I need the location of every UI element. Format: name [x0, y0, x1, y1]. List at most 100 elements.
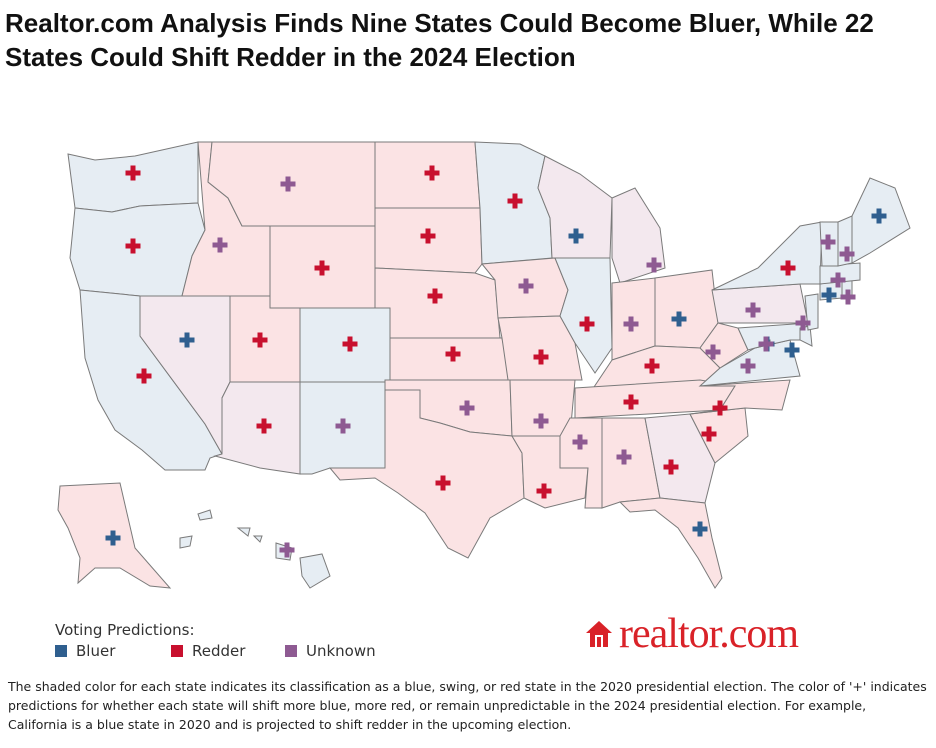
state-new-york — [711, 221, 823, 291]
state-pennsylvania — [711, 283, 809, 324]
marker-montana-unknown — [280, 176, 296, 192]
state-delaware — [799, 325, 813, 347]
marker-bar-vertical — [512, 193, 518, 209]
states-layer — [57, 141, 911, 589]
legend-swatch-redder — [171, 645, 183, 657]
marker-washington-redder — [125, 165, 141, 181]
marker-bar-vertical — [319, 260, 325, 276]
marker-bar-vertical — [763, 336, 769, 352]
legend-title: Voting Predictions: — [55, 621, 195, 639]
marker-bar-vertical — [450, 346, 456, 362]
marker-bar-vertical — [340, 418, 346, 434]
marker-bar-vertical — [628, 316, 634, 332]
marker-bar-vertical — [110, 530, 116, 546]
state-oregon — [69, 202, 206, 297]
marker-bar-vertical — [621, 449, 627, 465]
marker-hawaii-unknown — [279, 542, 295, 558]
marker-bar-vertical — [523, 278, 529, 294]
marker-bar-vertical — [845, 289, 851, 305]
marker-bar-vertical — [432, 288, 438, 304]
marker-bar-vertical — [141, 368, 147, 384]
marker-south-dakota-redder — [420, 228, 436, 244]
marker-california-redder — [136, 368, 152, 384]
marker-north-dakota-redder — [424, 165, 440, 181]
marker-arizona-redder — [256, 418, 272, 434]
marker-bar-vertical — [184, 332, 190, 348]
marker-bar-vertical — [130, 165, 136, 181]
marker-massachusetts-unknown — [830, 272, 846, 288]
marker-bar-vertical — [710, 344, 716, 360]
marker-north-carolina-redder — [712, 400, 728, 416]
marker-bar-vertical — [800, 315, 806, 331]
marker-bar-vertical — [261, 418, 267, 434]
marker-iowa-unknown — [518, 278, 534, 294]
marker-wisconsin-bluer — [568, 228, 584, 244]
marker-bar-vertical — [789, 342, 795, 358]
marker-ohio-bluer — [671, 311, 687, 327]
marker-bar-vertical — [750, 302, 756, 318]
marker-arkansas-unknown — [533, 413, 549, 429]
marker-alabama-unknown — [616, 449, 632, 465]
state-illinois — [554, 257, 613, 374]
marker-bar-vertical — [844, 246, 850, 262]
marker-bar-vertical — [257, 332, 263, 348]
marker-bar-vertical — [541, 483, 547, 499]
marker-connecticut-bluer — [821, 287, 837, 303]
realtor-logo: realtor.com — [585, 611, 799, 657]
marker-bar-vertical — [706, 426, 712, 442]
marker-bar-vertical — [347, 336, 353, 352]
marker-bar-vertical — [835, 272, 841, 288]
state-florida — [618, 497, 723, 589]
marker-minnesota-redder — [507, 193, 523, 209]
marker-west-virginia-unknown — [705, 344, 721, 360]
marker-colorado-redder — [342, 336, 358, 352]
logo-text: realtor.com — [619, 611, 799, 657]
marker-michigan-unknown — [646, 257, 662, 273]
marker-bar-vertical — [785, 260, 791, 276]
marker-florida-bluer — [692, 521, 708, 537]
marker-utah-redder — [252, 332, 268, 348]
legend-label-redder: Redder — [192, 642, 246, 660]
caption: The shaded color for each state indicate… — [8, 679, 927, 732]
marker-bar-vertical — [440, 475, 446, 491]
marker-nevada-bluer — [179, 332, 195, 348]
marker-illinois-redder — [579, 316, 595, 332]
marker-new-jersey-unknown — [795, 315, 811, 331]
marker-bar-vertical — [651, 257, 657, 273]
marker-bar-vertical — [628, 394, 634, 410]
marker-virginia-unknown — [740, 358, 756, 374]
marker-bar-vertical — [577, 434, 583, 450]
marker-indiana-unknown — [623, 316, 639, 332]
marker-oklahoma-unknown — [459, 400, 475, 416]
marker-bar-vertical — [425, 228, 431, 244]
marker-bar-vertical — [717, 400, 723, 416]
marker-bar-vertical — [676, 311, 682, 327]
marker-delaware-bluer — [784, 342, 800, 358]
islands-layer — [179, 509, 331, 589]
marker-bar-vertical — [826, 287, 832, 303]
marker-new-mexico-unknown — [335, 418, 351, 434]
markers-layer — [105, 165, 887, 558]
marker-bar-vertical — [285, 176, 291, 192]
house-icon — [586, 621, 612, 647]
legend: Voting Predictions: Bluer Redder Unknown — [55, 621, 415, 665]
hawaii-island — [299, 553, 331, 589]
us-map — [0, 118, 936, 618]
marker-missouri-redder — [533, 349, 549, 365]
hawaii-island — [197, 509, 213, 521]
marker-louisiana-redder — [536, 483, 552, 499]
state-georgia — [644, 413, 716, 504]
marker-alaska-bluer — [105, 530, 121, 546]
marker-district-of-columbia-unknown — [758, 336, 774, 352]
marker-new-hampshire-unknown — [839, 246, 855, 262]
marker-texas-redder — [435, 475, 451, 491]
legend-label-bluer: Bluer — [76, 642, 116, 660]
marker-bar-vertical — [697, 521, 703, 537]
legend-swatch-unknown — [285, 645, 297, 657]
marker-new-york-redder — [780, 260, 796, 276]
marker-mississippi-unknown — [572, 434, 588, 450]
marker-bar-vertical — [745, 358, 751, 374]
marker-bar-vertical — [668, 459, 674, 475]
marker-kansas-redder — [445, 346, 461, 362]
marker-oregon-redder — [125, 238, 141, 254]
